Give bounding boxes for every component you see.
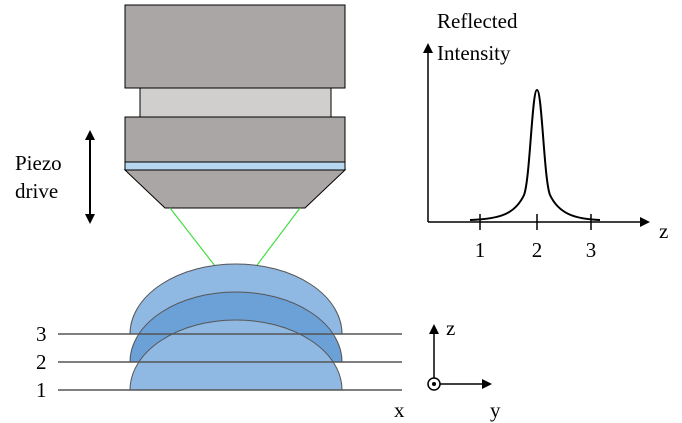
plot-y-label: Reflected xyxy=(437,9,518,33)
coord-label: z xyxy=(446,316,455,340)
plane-label: 2 xyxy=(36,350,47,374)
plane-label: 3 xyxy=(36,322,47,346)
objective-body xyxy=(124,116,346,163)
coord-label: y xyxy=(490,398,501,422)
plot-x-label: z xyxy=(659,219,668,243)
coord-x-axis xyxy=(427,377,441,391)
coord-label: x xyxy=(394,398,405,422)
plot-tick-label: 2 xyxy=(532,238,543,262)
plane-label: 1 xyxy=(36,378,47,402)
plot-tick-label: 3 xyxy=(586,238,597,262)
plot-tick-label: 1 xyxy=(475,238,486,262)
plot-y-label: Intensity xyxy=(437,41,511,65)
objective-neck xyxy=(139,87,332,118)
piezo-label: Piezo xyxy=(15,151,62,175)
piezo-label: drive xyxy=(15,179,58,203)
coord-x-dot xyxy=(432,382,436,386)
objective-top xyxy=(124,4,346,89)
objective-lens xyxy=(124,161,346,171)
intensity-curve xyxy=(469,88,601,221)
objective-tip xyxy=(123,169,347,209)
